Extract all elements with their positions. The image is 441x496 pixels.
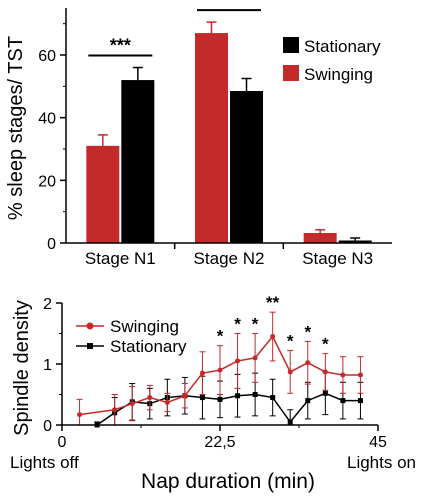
line-series-stationary	[96, 392, 361, 426]
bar-legend: Stationary Swinging	[283, 37, 381, 84]
line-point-stationary	[305, 398, 311, 404]
line-point-swinging	[217, 367, 223, 373]
bar-significance: *** ***	[88, 0, 261, 57]
legend-label-swinging: Swinging	[304, 65, 373, 84]
line-point-swinging	[252, 355, 258, 361]
x-annotation-lights-on: Lights on	[347, 453, 416, 472]
line-point-swinging	[270, 334, 276, 340]
line-point-stationary	[322, 390, 328, 396]
line-x-tick-label: 0	[58, 434, 67, 451]
line-point-swinging	[357, 372, 363, 378]
line-point-stationary	[357, 398, 363, 404]
bar-significance-stars: ***	[110, 36, 131, 56]
legend-swatch-swinging	[283, 65, 299, 81]
legend-label-stationary: Stationary	[304, 37, 381, 56]
legend-marker-swinging	[86, 322, 94, 330]
line-point-stationary	[235, 393, 241, 399]
line-legend-label-stationary: Stationary	[110, 337, 187, 356]
line-axes	[61, 303, 378, 426]
line-y-tick-label: 2	[43, 296, 52, 313]
line-y-ticks: 0 1 2	[43, 296, 62, 435]
bar-stationary	[121, 80, 155, 243]
bar-swinging	[86, 145, 120, 243]
line-marks	[76, 311, 364, 428]
line-significance-stars: *	[287, 332, 294, 351]
line-point-swinging	[147, 395, 153, 401]
line-x-ticks: 0 22,5 45	[58, 425, 387, 451]
line-point-swinging	[129, 401, 135, 407]
line-x-tick-label: 22,5	[204, 434, 235, 451]
line-point-swinging	[164, 399, 170, 405]
line-point-swinging	[182, 393, 188, 399]
line-y-axis-title: Spindle density	[11, 300, 33, 436]
line-point-swinging	[112, 407, 118, 413]
line-point-stationary	[217, 396, 223, 402]
bar-significance-stars: ***	[218, 0, 239, 10]
line-significance-stars: *	[304, 322, 311, 341]
line-significance-stars: *	[252, 315, 259, 334]
line-point-swinging	[340, 372, 346, 378]
line-point-swinging	[305, 360, 311, 366]
bar-category-label: Stage N2	[194, 249, 265, 268]
legend-marker-stationary	[87, 343, 93, 349]
line-significance: ** **** **	[217, 293, 329, 353]
line-point-swinging	[199, 370, 205, 376]
line-legend-label-swinging: Swinging	[110, 317, 179, 336]
bar-category-label: Stage N3	[302, 249, 373, 268]
bar-y-tick-label: 0	[47, 236, 56, 253]
bar-stationary	[230, 91, 263, 244]
line-point-swinging	[287, 369, 293, 375]
line-point-swinging	[235, 358, 241, 364]
line-legend: Swinging Stationary	[76, 317, 187, 356]
bar-stationary	[338, 240, 372, 243]
line-significance-stars: **	[266, 293, 280, 312]
line-x-tick-label: 45	[369, 434, 387, 451]
line-significance-stars: *	[322, 335, 329, 354]
bar-category-labels: Stage N1 Stage N2 Stage N3	[85, 249, 373, 268]
line-y-tick-label: 0	[43, 418, 52, 435]
line-significance-stars: *	[234, 315, 241, 334]
line-point-stationary	[252, 392, 258, 397]
line-point-swinging	[322, 369, 328, 375]
bar-y-axis-title: % sleep stages/ TST	[5, 36, 27, 220]
line-significance-stars: *	[217, 327, 224, 346]
bar-category-label: Stage N1	[85, 249, 156, 268]
line-y-tick-label: 1	[43, 357, 52, 374]
bar-swinging	[195, 33, 228, 243]
bar-marks	[86, 21, 372, 244]
bar-y-tick-label: 60	[38, 48, 56, 65]
line-point-stationary	[199, 395, 205, 401]
bar-swinging	[303, 232, 337, 243]
line-point-stationary	[340, 398, 346, 404]
line-point-swinging	[77, 412, 83, 418]
bar-y-ticks: 0 20 40 60	[38, 23, 66, 253]
line-chart: Spindle density 012 0 22,5 45 ** **** ** Swi…	[10, 293, 416, 493]
line-series-swinging	[79, 335, 361, 416]
line-point-stationary	[270, 395, 276, 401]
line-point-stationary	[287, 419, 293, 425]
bar-axes	[65, 8, 392, 249]
x-annotation-lights-off: Lights off	[10, 453, 79, 472]
bar-y-tick-label: 20	[38, 173, 56, 190]
bar-y-tick-label: 40	[38, 111, 56, 128]
legend-swatch-stationary	[283, 37, 299, 53]
line-x-axis-title: Nap duration (min)	[141, 470, 315, 493]
